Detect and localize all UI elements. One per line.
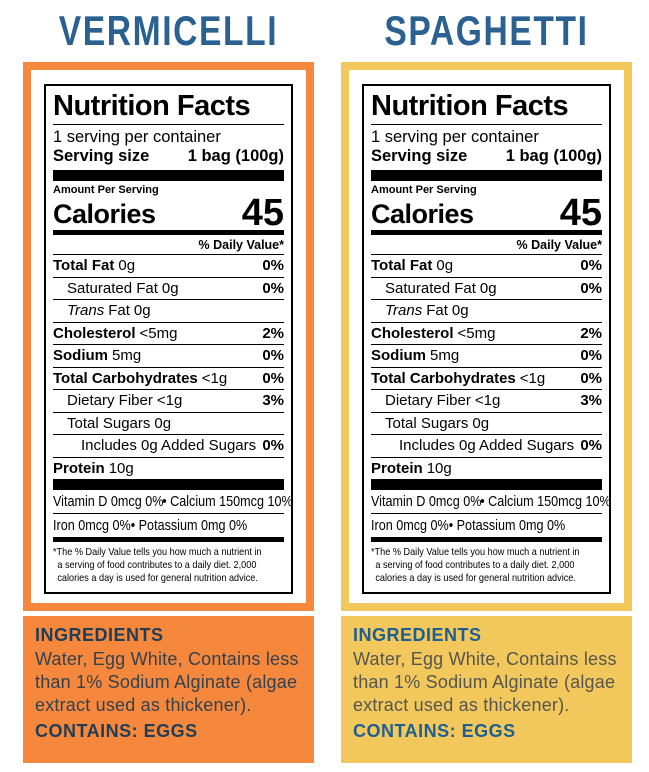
- nutrient-row-added-sugars: Includes 0g Added Sugars 0%: [53, 435, 284, 458]
- micronutrient-row-iron-potassium: Iron 0mcg 0% • Potassium 0mg 0%: [53, 517, 248, 534]
- divider-bar-thick: [53, 170, 284, 181]
- nutrient-dv: 0%: [262, 369, 284, 387]
- nutrient-dv: 0%: [262, 437, 284, 454]
- nutrition-facts-label: Nutrition Facts 1 serving per container …: [362, 84, 611, 594]
- column-vermicelli: VERMICELLI Nutrition Facts 1 serving per…: [23, 0, 314, 763]
- amount-per-serving-label: Amount Per Serving: [371, 184, 477, 196]
- micronutrient-rows: Vitamin D 0mcg 0% • Calcium 150mcg 10% I…: [371, 490, 611, 537]
- serving-size-label: Serving size: [371, 147, 468, 165]
- contains-statement: CONTAINS: EGGS: [35, 721, 198, 741]
- calories-row: Calories 45: [371, 192, 602, 234]
- calories-value: 45: [559, 192, 602, 234]
- ingredients-heading: INGREDIENTS: [353, 625, 482, 645]
- product-title-spaghetti: SPAGHETTI: [384, 7, 589, 54]
- serving-size-row: Serving size 1 bag (100g): [371, 147, 602, 166]
- ingredients-body: Water, Egg White, Contains less than 1% …: [353, 649, 617, 715]
- calories-label: Calories: [371, 199, 474, 229]
- serving-size-value: 1 bag (100g): [505, 147, 602, 165]
- ingredients-heading: INGREDIENTS: [35, 625, 164, 645]
- nutrient-dv: 0%: [580, 279, 602, 297]
- divider-bar-medium: [53, 230, 284, 235]
- calories-label: Calories: [53, 199, 156, 229]
- nutrient-dv: 0%: [262, 279, 284, 297]
- nutrient-row-total-sugars: Total Sugars 0g: [371, 413, 602, 435]
- calories-row: Calories 45: [53, 192, 284, 234]
- nutrient-row-cholesterol: Cholesterol <5mg 2%: [53, 323, 284, 345]
- nutrient-dv: 3%: [262, 392, 284, 409]
- serving-size-row: Serving size 1 bag (100g): [53, 147, 284, 166]
- daily-value-header: % Daily Value*: [371, 235, 602, 255]
- ingredients-section-vermicelli: INGREDIENTS Water, Egg White, Contains l…: [23, 616, 314, 763]
- contains-statement: CONTAINS: EGGS: [353, 721, 516, 741]
- divider-bar-thick: [371, 479, 602, 490]
- column-spaghetti: SPAGHETTI Nutrition Facts 1 serving per …: [341, 0, 632, 763]
- nutrition-panel-spaghetti: Nutrition Facts 1 serving per container …: [341, 62, 632, 611]
- nutrient-row-trans-fat: Trans Fat 0g: [53, 300, 284, 323]
- micronutrient-row-vitamin-d-calcium: Vitamin D 0mcg 0% • Calcium 150mcg 10%: [371, 490, 611, 514]
- nutrient-dv: 2%: [580, 324, 602, 342]
- servings-per-container: 1 serving per container: [53, 128, 221, 146]
- micronutrient-row-vitamin-d-calcium: Vitamin D 0mcg 0% • Calcium 150mcg 10%: [53, 490, 293, 514]
- product-title-vermicelli: VERMICELLI: [58, 7, 279, 54]
- nutrient-dv: 0%: [262, 347, 284, 364]
- micronutrient-row-iron-potassium: Iron 0mcg 0% • Potassium 0mg 0%: [371, 517, 566, 534]
- nutrient-row-cholesterol: Cholesterol <5mg 2%: [371, 323, 602, 345]
- nutrient-dv: 0%: [580, 347, 602, 364]
- amount-per-serving-label: Amount Per Serving: [53, 184, 159, 196]
- nutrient-row-saturated-fat: Saturated Fat 0g 0%: [53, 278, 284, 300]
- nutrient-row-sodium: Sodium 5mg 0%: [53, 345, 284, 368]
- nutrient-dv: 0%: [580, 257, 602, 274]
- nutrient-row-protein: Protein 10g: [53, 459, 134, 477]
- nutrient-row-total-carbohydrates: Total Carbohydrates <1g 0%: [371, 368, 602, 390]
- serving-size-label: Serving size: [53, 147, 150, 165]
- nutrient-rows: Total Fat 0g 0% Saturated Fat 0g 0% Trans F…: [53, 255, 284, 479]
- nutrient-rows: Total Fat 0g 0% Saturated Fat 0g 0% Trans F…: [371, 255, 602, 479]
- nutrient-dv: 0%: [580, 369, 602, 387]
- nutrient-dv: 3%: [580, 392, 602, 409]
- servings-per-container: 1 serving per container: [371, 128, 539, 146]
- nutrition-facts-label: Nutrition Facts 1 serving per container …: [44, 84, 293, 594]
- calories-value: 45: [241, 192, 284, 234]
- daily-value-footnote: *The % Daily Value tells you how much a …: [371, 546, 580, 584]
- nutrient-row-dietary-fiber: Dietary Fiber <1g 3%: [371, 390, 602, 413]
- nutrient-row-total-fat: Total Fat 0g 0%: [371, 255, 602, 278]
- divider-bar-medium: [371, 537, 602, 542]
- micronutrient-rows: Vitamin D 0mcg 0% • Calcium 150mcg 10% I…: [53, 490, 293, 537]
- nutrient-row-added-sugars: Includes 0g Added Sugars 0%: [371, 435, 602, 458]
- nutrient-row-sodium: Sodium 5mg 0%: [371, 345, 602, 368]
- nutrition-facts-title: Nutrition Facts: [371, 91, 602, 125]
- nutrient-row-saturated-fat: Saturated Fat 0g 0%: [371, 278, 602, 300]
- nutrient-row-protein: Protein 10g: [371, 459, 452, 477]
- nutrient-row-total-sugars: Total Sugars 0g: [53, 413, 284, 435]
- divider-bar-thick: [53, 479, 284, 490]
- nutrient-dv: 0%: [580, 437, 602, 454]
- nutrient-row-trans-fat: Trans Fat 0g: [371, 300, 602, 323]
- daily-value-footnote: *The % Daily Value tells you how much a …: [53, 546, 262, 584]
- divider-bar-medium: [53, 537, 284, 542]
- nutrition-panel-vermicelli: Nutrition Facts 1 serving per container …: [23, 62, 314, 611]
- divider-bar-medium: [371, 230, 602, 235]
- daily-value-header: % Daily Value*: [53, 235, 284, 255]
- nutrient-dv: 2%: [262, 324, 284, 342]
- nutrient-row-total-carbohydrates: Total Carbohydrates <1g 0%: [53, 368, 284, 390]
- ingredients-body: Water, Egg White, Contains less than 1% …: [35, 649, 299, 715]
- ingredients-section-spaghetti: INGREDIENTS Water, Egg White, Contains l…: [341, 616, 632, 763]
- serving-size-value: 1 bag (100g): [187, 147, 284, 165]
- nutrition-facts-title: Nutrition Facts: [53, 91, 284, 125]
- nutrient-row-dietary-fiber: Dietary Fiber <1g 3%: [53, 390, 284, 413]
- nutrient-dv: 0%: [262, 257, 284, 274]
- nutrient-row-total-fat: Total Fat 0g 0%: [53, 255, 284, 278]
- divider-bar-thick: [371, 170, 602, 181]
